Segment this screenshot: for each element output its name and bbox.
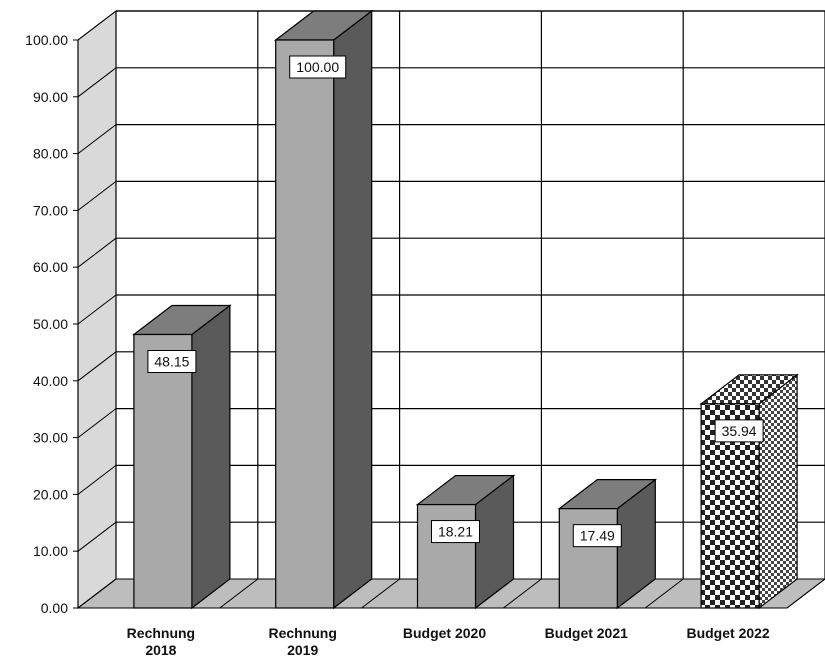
floor-gridline (219, 578, 259, 609)
y-tick-label: 0.00 (41, 600, 68, 616)
y-tick-label: 40.00 (33, 373, 68, 389)
gridline-depth (77, 181, 117, 211)
y-tick-label: 60.00 (33, 259, 68, 275)
category-label-line: 2019 (287, 642, 318, 657)
floor-gridline (503, 578, 542, 609)
bar: 48.15 (132, 304, 232, 610)
data-label-box (431, 520, 480, 544)
data-label-box (289, 55, 347, 79)
gridline-depth (77, 351, 117, 382)
gridline-depth (77, 237, 117, 268)
category-label: Budget 2020 (403, 625, 486, 641)
bar-side-face (191, 304, 231, 610)
y-axis: 0.00 10.00 20.00 30.00 40.00 50.00 60.00 70.00 8… (25, 32, 79, 616)
category-label-line: 2018 (145, 642, 176, 657)
y-tick-label: 70.00 (33, 202, 68, 218)
bars: 48.15 100.00 18.21 17.49 35.94 (132, 9, 799, 610)
floor-gridline (644, 578, 684, 609)
gridline-depth (77, 67, 117, 98)
category-label: Rechnung 2018 (127, 625, 195, 657)
floor-gridline (361, 578, 400, 609)
data-label: 35.94 (722, 423, 757, 439)
data-label: 18.21 (438, 524, 473, 540)
category-label-line: Budget 2021 (545, 625, 628, 641)
bar-front-face (558, 508, 618, 609)
data-label-box (714, 419, 764, 443)
gridline-depth (77, 10, 117, 41)
bar: 17.49 (557, 478, 658, 610)
y-tick-label: 90.00 (33, 89, 68, 105)
gridline-depth (77, 408, 117, 438)
category-label: Budget 2021 (545, 625, 628, 641)
data-label: 17.49 (580, 528, 615, 544)
floor-gridline (786, 578, 825, 609)
category-label-line: Budget 2022 (686, 625, 769, 641)
category-label: Budget 2022 (686, 625, 769, 641)
y-tick-label: 50.00 (33, 316, 68, 332)
y-tick-label: 10.00 (33, 543, 68, 559)
gridline-depth (77, 124, 117, 154)
category-label-line: Rechnung (268, 625, 336, 641)
y-tick-label: 80.00 (33, 146, 68, 162)
y-tick-label: 100.00 (25, 32, 68, 48)
category-label-line: Rechnung (127, 625, 195, 641)
category-label-line: Budget 2020 (403, 625, 486, 641)
bar-side-face (758, 373, 798, 610)
data-label: 100.00 (296, 59, 339, 75)
y-tick-label: 20.00 (33, 486, 68, 502)
data-label-box (147, 350, 197, 374)
bar-front-face (275, 39, 335, 609)
gridline-depth (77, 294, 117, 325)
data-label: 48.15 (154, 354, 189, 370)
bar-side-face (333, 9, 373, 610)
data-label-box (572, 524, 622, 548)
floor-gridline (77, 578, 117, 609)
bar: 35.94 (699, 373, 799, 610)
bar-front-face (133, 333, 193, 609)
category-label: Rechnung 2019 (268, 625, 336, 657)
bar: 100.00 (273, 9, 374, 610)
y-tick-label: 30.00 (33, 430, 68, 446)
bar: 18.21 (415, 474, 516, 610)
gridline-depth (77, 521, 117, 552)
gridline-depth (77, 465, 117, 495)
